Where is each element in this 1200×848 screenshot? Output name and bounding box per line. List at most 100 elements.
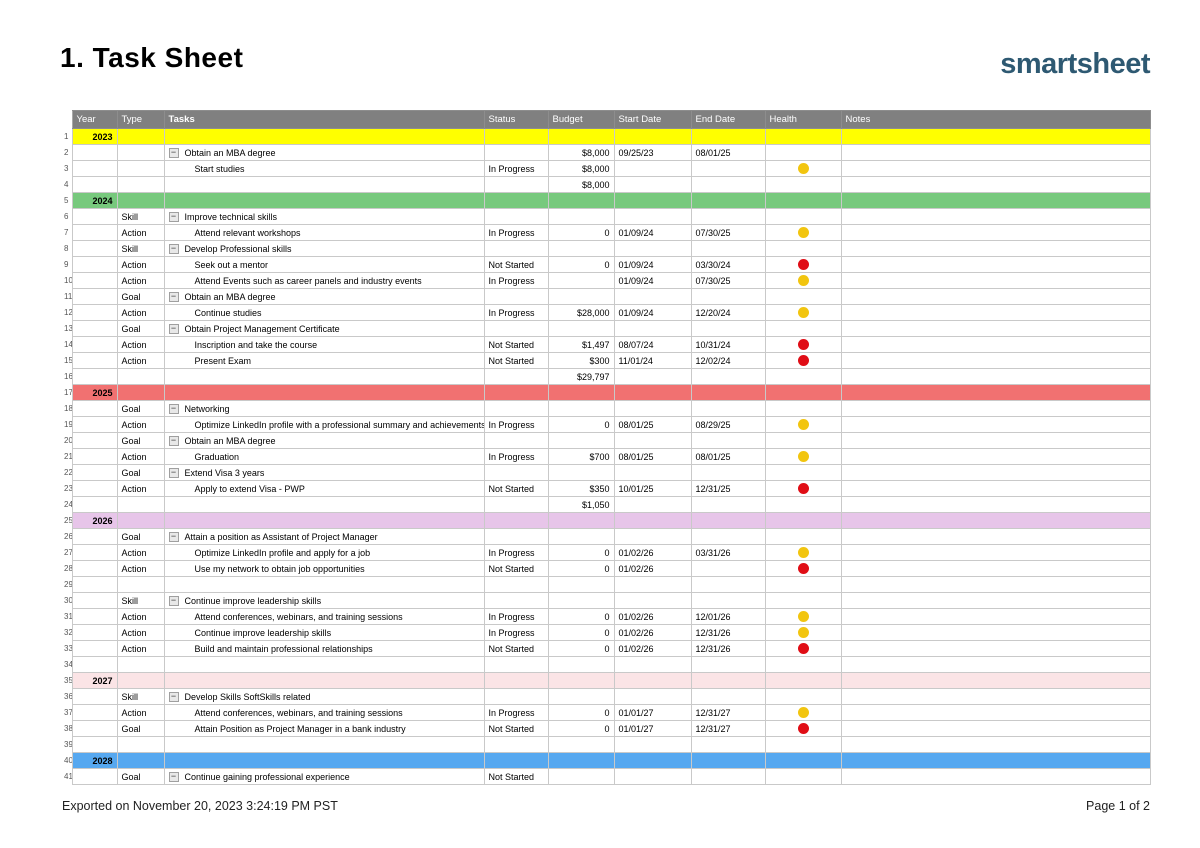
end-date-cell xyxy=(690,160,766,177)
start-date-cell xyxy=(613,288,692,305)
task-label: Develop Professional skills xyxy=(184,243,292,254)
task-label: Improve technical skills xyxy=(184,211,278,222)
start-date-cell xyxy=(613,592,692,609)
end-date-cell: 08/01/25 xyxy=(690,144,766,161)
year-cell xyxy=(71,560,118,577)
health-red-dot-icon xyxy=(797,723,809,735)
task-label: Present Exam xyxy=(194,355,252,366)
budget-cell xyxy=(547,320,615,337)
status-cell: In Progress xyxy=(483,272,549,289)
year-cell xyxy=(71,368,118,385)
start-date-cell xyxy=(613,752,692,769)
start-date-cell: 11/01/24 xyxy=(613,352,692,369)
end-date-cell xyxy=(690,288,766,305)
row-number: 39 xyxy=(60,736,72,753)
table-row: 11 Goal − Obtain an MBA degree xyxy=(60,288,1151,305)
table-row: 13 Goal − Obtain Project Management Certifi… xyxy=(60,320,1151,337)
table-row: 17 2025 xyxy=(60,384,1151,401)
budget-cell xyxy=(547,208,615,225)
collapse-icon: − xyxy=(168,291,179,302)
health-cell xyxy=(764,640,842,657)
task-table: Year Type Tasks Status Budget Start Date End D… xyxy=(60,110,1151,785)
end-date-cell: 08/29/25 xyxy=(690,416,766,433)
start-date-cell xyxy=(613,464,692,481)
row-number: 12 xyxy=(60,304,72,321)
task-label: Obtain Project Management Certificate xyxy=(184,323,340,334)
notes-cell xyxy=(840,320,1151,337)
end-date-cell: 12/20/24 xyxy=(690,304,766,321)
notes-cell xyxy=(840,592,1151,609)
row-number: 36 xyxy=(60,688,72,705)
year-cell xyxy=(71,448,118,465)
row-number: 37 xyxy=(60,704,72,721)
table-row: 34 xyxy=(60,656,1151,673)
smartsheet-logo: smartsheet xyxy=(1000,48,1150,80)
row-number: 32 xyxy=(60,624,72,641)
notes-cell xyxy=(840,368,1151,385)
type-cell: Action xyxy=(116,640,165,657)
table-row: 2 − Obtain an MBA degree $8,000 09/25/23 08/0… xyxy=(60,144,1151,161)
start-date-cell: 08/01/25 xyxy=(613,448,692,465)
table-row: 6 Skill − Improve technical skills xyxy=(60,208,1151,225)
status-cell xyxy=(483,176,549,193)
start-date-cell xyxy=(613,528,692,545)
notes-cell xyxy=(840,736,1151,753)
health-cell xyxy=(764,368,842,385)
start-date-cell: 01/09/24 xyxy=(613,256,692,273)
start-date-cell: 08/01/25 xyxy=(613,416,692,433)
health-cell xyxy=(764,544,842,561)
start-date-cell: 01/09/24 xyxy=(613,272,692,289)
type-cell: Goal xyxy=(116,528,165,545)
end-date-cell: 12/31/26 xyxy=(690,624,766,641)
task-label: Continue improve leadership skills xyxy=(184,595,322,606)
start-date-cell: 01/02/26 xyxy=(613,640,692,657)
collapse-icon: − xyxy=(168,403,179,414)
task-cell: Start studies xyxy=(163,160,485,177)
collapse-icon: − xyxy=(168,435,179,446)
table-row: 33 Action Build and maintain professional … xyxy=(60,640,1151,657)
row-number: 18 xyxy=(60,400,72,417)
task-cell: Attend conferences, webinars, and traini… xyxy=(163,608,485,625)
table-row: 18 Goal − Networking xyxy=(60,400,1151,417)
health-cell xyxy=(764,464,842,481)
status-cell xyxy=(483,656,549,673)
budget-cell: 0 xyxy=(547,608,615,625)
table-row: 1 2023 xyxy=(60,128,1151,145)
budget-cell: 0 xyxy=(547,256,615,273)
year-cell xyxy=(71,224,118,241)
start-date-cell xyxy=(613,208,692,225)
budget-cell xyxy=(547,288,615,305)
status-cell: Not Started xyxy=(483,352,549,369)
year-cell xyxy=(71,240,118,257)
row-number: 19 xyxy=(60,416,72,433)
type-cell: Action xyxy=(116,608,165,625)
collapse-icon: − xyxy=(168,243,179,254)
health-cell xyxy=(764,672,842,689)
task-cell xyxy=(163,384,485,401)
year-cell xyxy=(71,336,118,353)
row-number: 35 xyxy=(60,672,72,689)
row-number: 30 xyxy=(60,592,72,609)
status-cell xyxy=(483,688,549,705)
task-cell: − Obtain an MBA degree xyxy=(163,144,485,161)
end-date-cell xyxy=(690,240,766,257)
health-cell xyxy=(764,352,842,369)
status-cell: Not Started xyxy=(483,640,549,657)
row-number: 26 xyxy=(60,528,72,545)
health-cell xyxy=(764,608,842,625)
status-cell: In Progress xyxy=(483,544,549,561)
notes-cell xyxy=(840,384,1151,401)
start-date-cell xyxy=(613,576,692,593)
row-number: 8 xyxy=(60,240,72,257)
row-number: 15 xyxy=(60,352,72,369)
year-cell xyxy=(71,592,118,609)
notes-cell xyxy=(840,496,1151,513)
task-parent: − Develop Professional skills xyxy=(168,243,480,254)
notes-cell xyxy=(840,704,1151,721)
type-cell xyxy=(116,672,165,689)
type-cell: Action xyxy=(116,544,165,561)
end-date-cell: 07/30/25 xyxy=(690,272,766,289)
end-date-cell xyxy=(690,368,766,385)
budget-cell xyxy=(547,192,615,209)
notes-cell xyxy=(840,656,1151,673)
